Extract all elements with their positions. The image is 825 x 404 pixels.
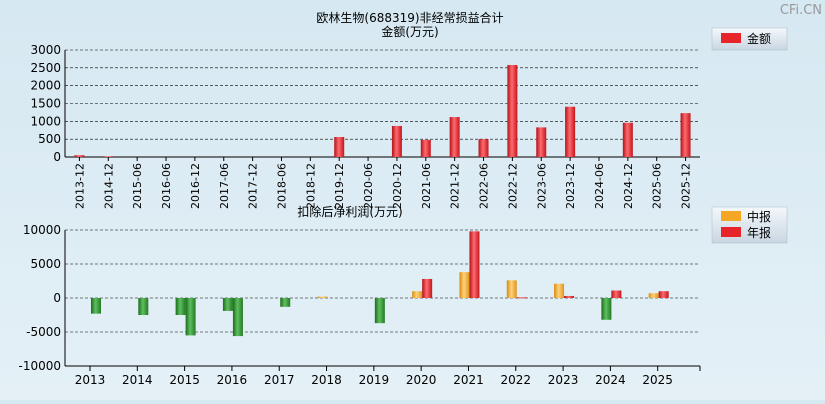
y-tick-label: 2000 bbox=[30, 79, 61, 93]
bar-amount bbox=[565, 106, 576, 157]
x-tick-label: 2022-12 bbox=[506, 163, 519, 209]
bar-annual bbox=[185, 298, 196, 336]
x-tick-label: 2016-06 bbox=[160, 163, 173, 209]
bar-annual bbox=[422, 278, 433, 298]
legend-swatch-amount bbox=[721, 33, 741, 43]
x-tick-label: 2021-06 bbox=[420, 163, 433, 209]
x-tick-label: 2025 bbox=[642, 373, 673, 387]
bar-amount bbox=[507, 64, 518, 157]
y-tick-label: -5000 bbox=[26, 325, 61, 339]
bar-amount bbox=[622, 122, 633, 157]
bar-amount bbox=[103, 156, 114, 157]
y-tick-label: 500 bbox=[38, 132, 61, 146]
chart2-title: 扣除后净利润(万元) bbox=[297, 204, 402, 219]
chart2: -10000 -5000 0 5000 10000 2013 2014 2015 2016 201… bbox=[18, 223, 701, 387]
legend-label-amount: 金额 bbox=[747, 31, 771, 46]
y-tick-label: 0 bbox=[53, 150, 61, 164]
legend-label-annual: 年报 bbox=[747, 225, 771, 240]
x-tick-label: 2017-12 bbox=[247, 163, 260, 209]
x-tick-label: 2025-06 bbox=[651, 163, 664, 209]
y-tick-label: 1000 bbox=[30, 114, 61, 128]
x-tick-label: 2023-12 bbox=[564, 163, 577, 209]
bar-amount bbox=[449, 117, 460, 157]
x-tick-label: 2018-06 bbox=[275, 163, 288, 209]
x-tick-label: 2016-12 bbox=[189, 163, 202, 209]
chart1-ylabel: 金额(万元) bbox=[381, 24, 438, 39]
y-tick-label: 5000 bbox=[30, 257, 61, 271]
bar-annual bbox=[374, 298, 385, 324]
bar-amount bbox=[420, 139, 431, 157]
bar-amount bbox=[478, 139, 489, 157]
x-tick-label: 2025-12 bbox=[680, 163, 693, 209]
x-tick-label: 2017-06 bbox=[218, 163, 231, 209]
x-tick-label: 2018-12 bbox=[304, 163, 317, 209]
x-tick-label: 2019-12 bbox=[333, 163, 346, 209]
watermark: CFi.CN bbox=[780, 3, 822, 18]
y-tick-label: 3000 bbox=[30, 43, 61, 57]
x-tick-label: 2017 bbox=[264, 373, 295, 387]
x-tick-label: 2020-12 bbox=[391, 163, 404, 209]
chart1-title: 欧林生物(688319)非经常损益合计 bbox=[316, 10, 503, 25]
bar-interim bbox=[317, 296, 328, 298]
bar-interim bbox=[648, 293, 659, 298]
y-tick-label: 1500 bbox=[30, 97, 61, 111]
bar-annual bbox=[469, 231, 480, 298]
bar-annual bbox=[138, 298, 149, 315]
y-tick-label: 10000 bbox=[23, 223, 61, 237]
x-tick-label: 2024-06 bbox=[593, 163, 606, 209]
chart1: 0 500 1000 1500 2000 2500 3000 2013-12 2014-12 20… bbox=[30, 43, 700, 209]
bar-annual bbox=[232, 298, 243, 337]
bar-interim bbox=[412, 291, 423, 298]
x-tick-label: 2024-12 bbox=[622, 163, 635, 209]
bar-amount bbox=[680, 113, 691, 157]
x-tick-label: 2023-06 bbox=[535, 163, 548, 209]
bar-interim bbox=[554, 283, 565, 298]
x-tick-label: 2021-12 bbox=[449, 163, 462, 209]
bar-interim bbox=[175, 298, 186, 315]
x-tick-label: 2015-06 bbox=[131, 163, 144, 209]
x-tick-label: 2024 bbox=[595, 373, 626, 387]
bar-amount bbox=[334, 137, 345, 157]
x-tick-label: 2018 bbox=[311, 373, 342, 387]
x-tick-label: 2020 bbox=[406, 373, 437, 387]
bar-interim bbox=[459, 272, 470, 298]
chart2-legend: 中报 年报 bbox=[711, 206, 788, 244]
legend-swatch-annual bbox=[721, 227, 741, 237]
x-tick-label: 2021 bbox=[453, 373, 484, 387]
legend-label-interim: 中报 bbox=[747, 209, 771, 224]
y-tick-label: -10000 bbox=[18, 359, 61, 373]
bar-amount bbox=[74, 155, 85, 157]
y-tick-label: 2500 bbox=[30, 61, 61, 75]
x-tick-label: 2023 bbox=[548, 373, 579, 387]
bar-interim bbox=[601, 298, 612, 320]
bar-amount bbox=[391, 125, 402, 157]
x-tick-label: 2022-06 bbox=[478, 163, 491, 209]
y-tick-label: 0 bbox=[53, 291, 61, 305]
bar-annual bbox=[516, 297, 527, 299]
chart1-legend: 金额 bbox=[711, 27, 788, 51]
bar-annual bbox=[658, 291, 669, 298]
x-tick-label: 2014-12 bbox=[102, 163, 115, 209]
bar-amount bbox=[536, 127, 547, 157]
x-tick-label: 2013-12 bbox=[73, 163, 86, 209]
x-tick-label: 2015 bbox=[169, 373, 200, 387]
legend-swatch-interim bbox=[721, 211, 741, 221]
bar-annual bbox=[91, 298, 101, 314]
bar-interim bbox=[222, 298, 233, 311]
x-tick-label: 2016 bbox=[217, 373, 248, 387]
x-tick-label: 2022 bbox=[500, 373, 531, 387]
bar-annual bbox=[611, 290, 622, 298]
x-tick-label: 2020-06 bbox=[362, 163, 375, 209]
bar-annual bbox=[564, 295, 575, 298]
x-tick-label: 2013 bbox=[75, 373, 106, 387]
bar-annual bbox=[280, 298, 291, 307]
bar-interim bbox=[506, 280, 517, 298]
x-tick-label: 2019 bbox=[359, 373, 390, 387]
x-tick-label: 2014 bbox=[122, 373, 153, 387]
